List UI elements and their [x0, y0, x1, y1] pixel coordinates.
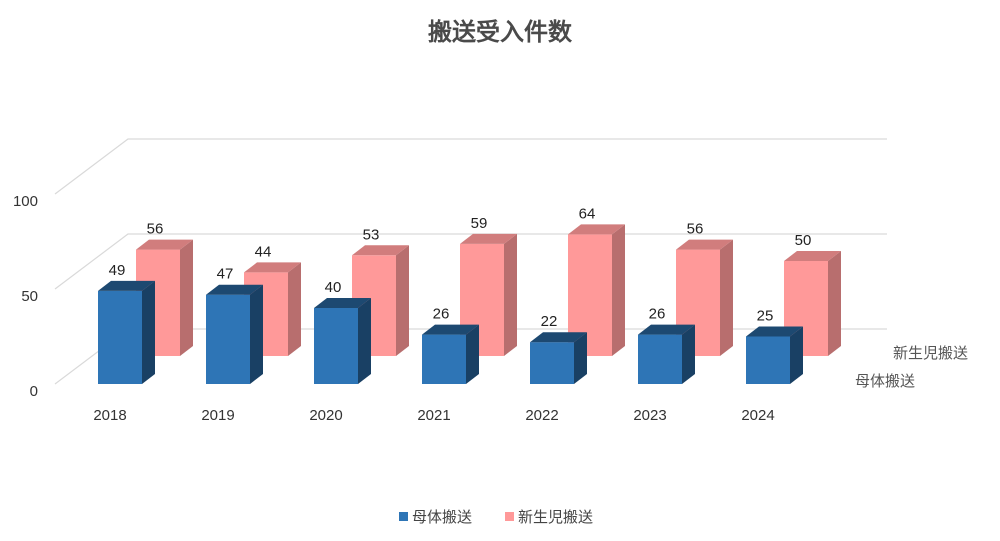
- bar-side: [504, 233, 517, 356]
- bar-maternal-2019: [206, 284, 263, 384]
- bar-front: [638, 334, 682, 384]
- bar-top: [568, 224, 625, 235]
- y-tick-label: 0: [30, 383, 38, 400]
- data-label: 49: [109, 262, 126, 279]
- bar-front: [206, 294, 250, 384]
- bar-front: [314, 308, 358, 384]
- bar-maternal-2024: [746, 326, 803, 384]
- bar-maternal-2023: [638, 324, 695, 384]
- gridline: [54, 138, 887, 195]
- data-label: 47: [217, 266, 234, 283]
- bar-side: [828, 251, 841, 356]
- bar-side: [358, 298, 371, 384]
- data-label: 64: [579, 205, 596, 222]
- bar-side: [250, 284, 263, 384]
- data-label: 56: [687, 221, 704, 238]
- legend-label-maternal: 母体搬送: [412, 508, 472, 526]
- data-label: 44: [255, 243, 272, 260]
- bar-side: [180, 239, 193, 356]
- series-axis-label-maternal: 母体搬送: [855, 372, 915, 390]
- bar-side: [142, 280, 155, 384]
- bar-top: [676, 239, 733, 250]
- bar-top: [784, 251, 841, 261]
- bar-maternal-2022: [530, 332, 587, 384]
- data-label: 59: [471, 215, 488, 232]
- legend-label-newborn: 新生児搬送: [518, 508, 593, 526]
- data-label: 26: [433, 306, 450, 323]
- series-axis-label-newborn: 新生児搬送: [893, 344, 968, 362]
- bar-front: [98, 290, 142, 384]
- bar-top: [460, 233, 517, 244]
- bar-top: [206, 284, 263, 295]
- bar-top: [352, 245, 409, 256]
- bar-side: [396, 245, 409, 356]
- x-tick-label: 2021: [417, 407, 450, 424]
- bar-top: [98, 280, 155, 291]
- legend: 母体搬送 新生児搬送: [399, 508, 593, 526]
- legend-swatch-maternal: [399, 512, 408, 521]
- chart-title: 搬送受入件数: [428, 18, 573, 46]
- data-label: 53: [363, 226, 380, 243]
- bar-maternal-2021: [422, 324, 479, 384]
- bar-side: [288, 262, 301, 356]
- y-tick-label: 50: [21, 288, 38, 305]
- data-label: 50: [795, 232, 812, 249]
- bar-side: [682, 324, 695, 384]
- bar-side: [720, 239, 733, 356]
- bar-front: [422, 334, 466, 384]
- x-tick-label: 2022: [525, 407, 558, 424]
- bar-top: [244, 262, 301, 273]
- bar-side: [790, 326, 803, 384]
- x-tick-label: 2018: [93, 407, 126, 424]
- data-label: 26: [649, 306, 666, 323]
- bar-top: [136, 239, 193, 250]
- x-tick-label: 2019: [201, 407, 234, 424]
- y-tick-label: 100: [13, 193, 38, 210]
- bars: [98, 224, 841, 384]
- data-label: 40: [325, 279, 342, 296]
- x-tick-label: 2020: [309, 407, 342, 424]
- series-axis-labels: 新生児搬送 母体搬送: [855, 344, 968, 390]
- gridline: [54, 233, 887, 290]
- x-tick-label: 2023: [633, 407, 666, 424]
- bar-side: [574, 332, 587, 384]
- data-labels: 56 44 53 59 64 56 50 49 47 40 26 22 26 25: [109, 205, 812, 330]
- bar-top: [422, 324, 479, 335]
- bar-top: [638, 324, 695, 335]
- bar-front: [746, 336, 790, 384]
- data-label: 25: [757, 308, 774, 325]
- x-tick-label: 2024: [741, 407, 774, 424]
- bar-newborn-2022: [568, 224, 625, 356]
- bar-top: [746, 326, 803, 337]
- bar-front: [530, 342, 574, 384]
- bar-maternal-2018: [98, 280, 155, 384]
- bar-maternal-2020: [314, 298, 371, 384]
- data-label: 56: [147, 221, 164, 238]
- bar-top: [314, 298, 371, 308]
- data-label: 22: [541, 313, 558, 330]
- bar-newborn-2024: [784, 251, 841, 356]
- bar-newborn-2023: [676, 239, 733, 356]
- x-axis-ticks: 2018 2019 2020 2021 2022 2023 2024: [93, 407, 774, 424]
- bar-side: [612, 224, 625, 356]
- legend-swatch-newborn: [505, 512, 514, 521]
- bar-top: [530, 332, 587, 343]
- y-axis-ticks: 0 50 100: [13, 193, 38, 400]
- bar-side: [466, 324, 479, 384]
